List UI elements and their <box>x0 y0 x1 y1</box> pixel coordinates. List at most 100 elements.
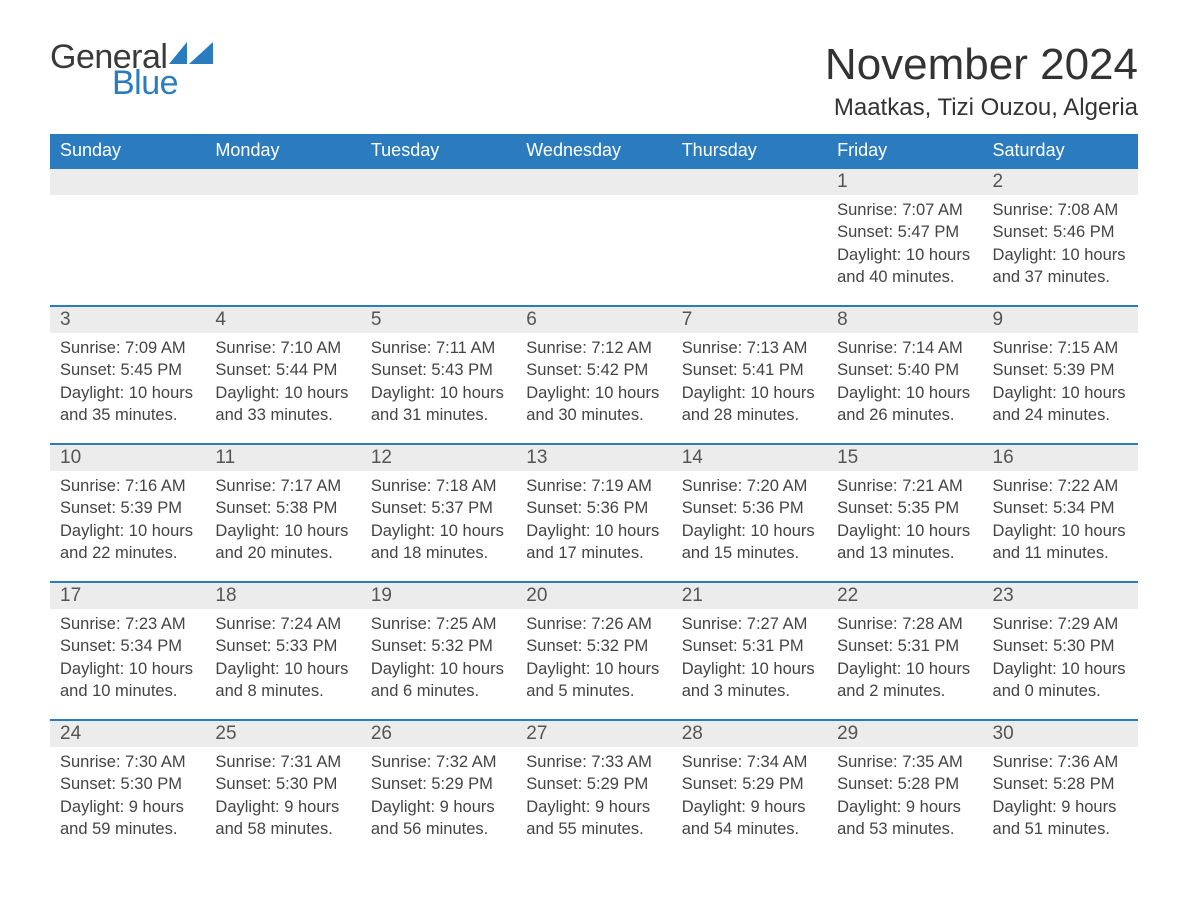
day-number: 9 <box>983 305 1138 333</box>
calendar-week-row: 24Sunrise: 7:30 AMSunset: 5:30 PMDayligh… <box>50 719 1138 857</box>
logo: General Blue <box>50 40 213 100</box>
calendar-cell: 21Sunrise: 7:27 AMSunset: 5:31 PMDayligh… <box>672 581 827 719</box>
weekday-header: Saturday <box>983 134 1138 167</box>
day-details: Sunrise: 7:29 AMSunset: 5:30 PMDaylight:… <box>983 609 1138 712</box>
day-number: 21 <box>672 581 827 609</box>
weekday-header-row: SundayMondayTuesdayWednesdayThursdayFrid… <box>50 134 1138 167</box>
calendar-cell: 19Sunrise: 7:25 AMSunset: 5:32 PMDayligh… <box>361 581 516 719</box>
calendar-week-row: 3Sunrise: 7:09 AMSunset: 5:45 PMDaylight… <box>50 305 1138 443</box>
day-details: Sunrise: 7:07 AMSunset: 5:47 PMDaylight:… <box>827 195 982 298</box>
day-details: Sunrise: 7:35 AMSunset: 5:28 PMDaylight:… <box>827 747 982 850</box>
day-number: 13 <box>516 443 671 471</box>
calendar-cell: 13Sunrise: 7:19 AMSunset: 5:36 PMDayligh… <box>516 443 671 581</box>
day-details: Sunrise: 7:28 AMSunset: 5:31 PMDaylight:… <box>827 609 982 712</box>
day-number: 28 <box>672 719 827 747</box>
day-number: 17 <box>50 581 205 609</box>
day-details: Sunrise: 7:27 AMSunset: 5:31 PMDaylight:… <box>672 609 827 712</box>
calendar-cell: 8Sunrise: 7:14 AMSunset: 5:40 PMDaylight… <box>827 305 982 443</box>
day-number <box>205 167 360 195</box>
calendar-week-row: 17Sunrise: 7:23 AMSunset: 5:34 PMDayligh… <box>50 581 1138 719</box>
calendar-cell: 23Sunrise: 7:29 AMSunset: 5:30 PMDayligh… <box>983 581 1138 719</box>
day-details: Sunrise: 7:34 AMSunset: 5:29 PMDaylight:… <box>672 747 827 850</box>
day-number: 4 <box>205 305 360 333</box>
day-number: 22 <box>827 581 982 609</box>
calendar-cell: 14Sunrise: 7:20 AMSunset: 5:36 PMDayligh… <box>672 443 827 581</box>
day-details: Sunrise: 7:21 AMSunset: 5:35 PMDaylight:… <box>827 471 982 574</box>
day-number: 1 <box>827 167 982 195</box>
title-block: November 2024 Maatkas, Tizi Ouzou, Alger… <box>825 40 1138 122</box>
day-number: 12 <box>361 443 516 471</box>
weekday-header: Thursday <box>672 134 827 167</box>
calendar-table: SundayMondayTuesdayWednesdayThursdayFrid… <box>50 134 1138 857</box>
calendar-cell <box>361 167 516 305</box>
day-details: Sunrise: 7:23 AMSunset: 5:34 PMDaylight:… <box>50 609 205 712</box>
day-details: Sunrise: 7:25 AMSunset: 5:32 PMDaylight:… <box>361 609 516 712</box>
calendar-cell: 1Sunrise: 7:07 AMSunset: 5:47 PMDaylight… <box>827 167 982 305</box>
calendar-cell: 15Sunrise: 7:21 AMSunset: 5:35 PMDayligh… <box>827 443 982 581</box>
weekday-header: Wednesday <box>516 134 671 167</box>
calendar-cell: 2Sunrise: 7:08 AMSunset: 5:46 PMDaylight… <box>983 167 1138 305</box>
day-number <box>516 167 671 195</box>
calendar-week-row: 1Sunrise: 7:07 AMSunset: 5:47 PMDaylight… <box>50 167 1138 305</box>
weekday-header: Monday <box>205 134 360 167</box>
page-title: November 2024 <box>825 40 1138 90</box>
day-number: 25 <box>205 719 360 747</box>
day-number <box>50 167 205 195</box>
location-subtitle: Maatkas, Tizi Ouzou, Algeria <box>825 94 1138 122</box>
day-details: Sunrise: 7:08 AMSunset: 5:46 PMDaylight:… <box>983 195 1138 298</box>
day-number: 10 <box>50 443 205 471</box>
day-number: 23 <box>983 581 1138 609</box>
calendar-cell: 24Sunrise: 7:30 AMSunset: 5:30 PMDayligh… <box>50 719 205 857</box>
day-details: Sunrise: 7:17 AMSunset: 5:38 PMDaylight:… <box>205 471 360 574</box>
calendar-cell: 9Sunrise: 7:15 AMSunset: 5:39 PMDaylight… <box>983 305 1138 443</box>
calendar-cell: 16Sunrise: 7:22 AMSunset: 5:34 PMDayligh… <box>983 443 1138 581</box>
calendar-cell: 20Sunrise: 7:26 AMSunset: 5:32 PMDayligh… <box>516 581 671 719</box>
day-details: Sunrise: 7:20 AMSunset: 5:36 PMDaylight:… <box>672 471 827 574</box>
weekday-header: Sunday <box>50 134 205 167</box>
day-number: 30 <box>983 719 1138 747</box>
day-details: Sunrise: 7:09 AMSunset: 5:45 PMDaylight:… <box>50 333 205 436</box>
day-number: 7 <box>672 305 827 333</box>
day-details: Sunrise: 7:36 AMSunset: 5:28 PMDaylight:… <box>983 747 1138 850</box>
logo-text-blue: Blue <box>112 66 213 100</box>
day-number <box>361 167 516 195</box>
calendar-cell: 3Sunrise: 7:09 AMSunset: 5:45 PMDaylight… <box>50 305 205 443</box>
day-number: 19 <box>361 581 516 609</box>
weekday-header: Tuesday <box>361 134 516 167</box>
day-number: 5 <box>361 305 516 333</box>
day-details: Sunrise: 7:31 AMSunset: 5:30 PMDaylight:… <box>205 747 360 850</box>
calendar-week-row: 10Sunrise: 7:16 AMSunset: 5:39 PMDayligh… <box>50 443 1138 581</box>
day-number: 18 <box>205 581 360 609</box>
day-number: 26 <box>361 719 516 747</box>
calendar-cell: 6Sunrise: 7:12 AMSunset: 5:42 PMDaylight… <box>516 305 671 443</box>
day-details: Sunrise: 7:19 AMSunset: 5:36 PMDaylight:… <box>516 471 671 574</box>
calendar-cell: 25Sunrise: 7:31 AMSunset: 5:30 PMDayligh… <box>205 719 360 857</box>
day-number: 15 <box>827 443 982 471</box>
day-details: Sunrise: 7:22 AMSunset: 5:34 PMDaylight:… <box>983 471 1138 574</box>
day-number: 11 <box>205 443 360 471</box>
day-details: Sunrise: 7:15 AMSunset: 5:39 PMDaylight:… <box>983 333 1138 436</box>
day-details: Sunrise: 7:26 AMSunset: 5:32 PMDaylight:… <box>516 609 671 712</box>
day-number: 2 <box>983 167 1138 195</box>
day-number: 20 <box>516 581 671 609</box>
calendar-cell <box>205 167 360 305</box>
day-number: 16 <box>983 443 1138 471</box>
calendar-cell <box>50 167 205 305</box>
calendar-cell: 28Sunrise: 7:34 AMSunset: 5:29 PMDayligh… <box>672 719 827 857</box>
calendar-cell: 17Sunrise: 7:23 AMSunset: 5:34 PMDayligh… <box>50 581 205 719</box>
calendar-cell: 11Sunrise: 7:17 AMSunset: 5:38 PMDayligh… <box>205 443 360 581</box>
day-number: 27 <box>516 719 671 747</box>
weekday-header: Friday <box>827 134 982 167</box>
day-details: Sunrise: 7:10 AMSunset: 5:44 PMDaylight:… <box>205 333 360 436</box>
day-number: 14 <box>672 443 827 471</box>
calendar-cell: 29Sunrise: 7:35 AMSunset: 5:28 PMDayligh… <box>827 719 982 857</box>
day-number: 6 <box>516 305 671 333</box>
calendar-cell: 30Sunrise: 7:36 AMSunset: 5:28 PMDayligh… <box>983 719 1138 857</box>
day-number: 3 <box>50 305 205 333</box>
calendar-cell: 7Sunrise: 7:13 AMSunset: 5:41 PMDaylight… <box>672 305 827 443</box>
calendar-cell: 18Sunrise: 7:24 AMSunset: 5:33 PMDayligh… <box>205 581 360 719</box>
calendar-cell: 22Sunrise: 7:28 AMSunset: 5:31 PMDayligh… <box>827 581 982 719</box>
calendar-cell: 10Sunrise: 7:16 AMSunset: 5:39 PMDayligh… <box>50 443 205 581</box>
day-number: 8 <box>827 305 982 333</box>
day-number <box>672 167 827 195</box>
